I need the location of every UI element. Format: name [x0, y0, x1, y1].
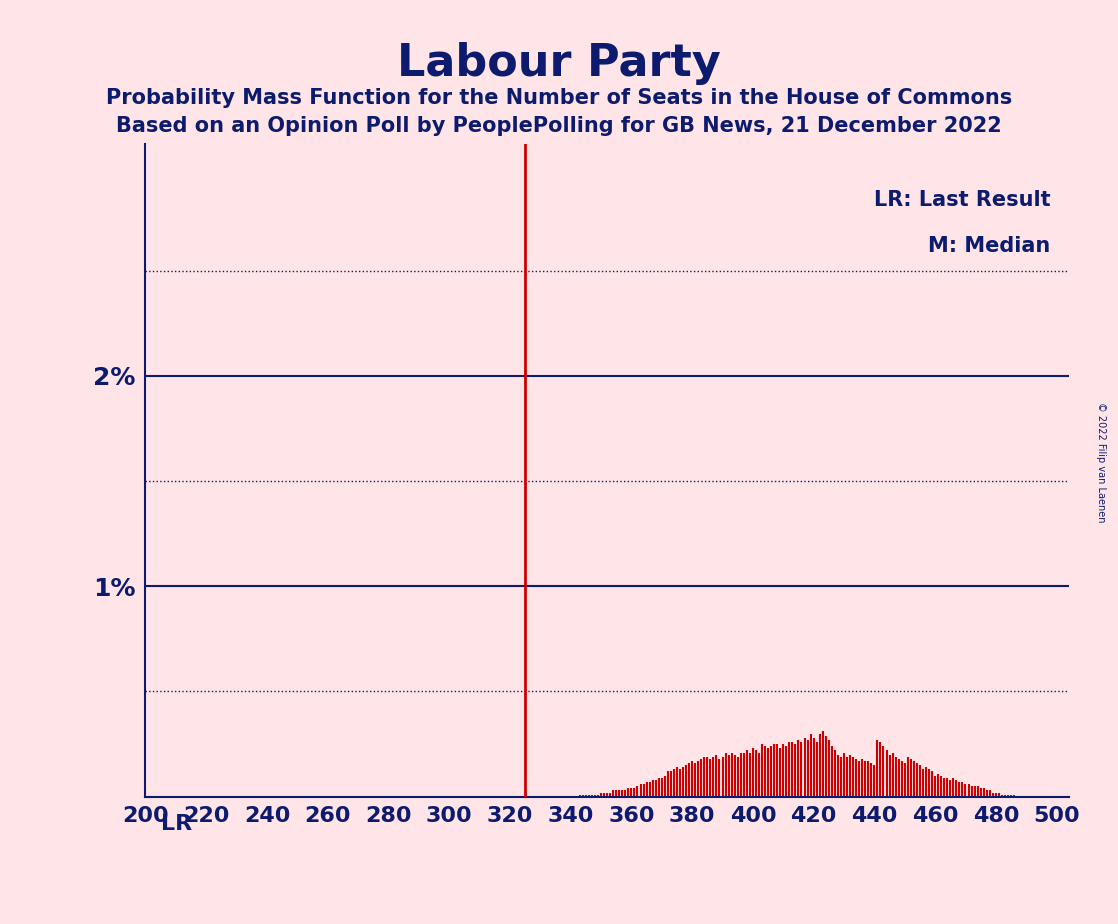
- Text: Based on an Opinion Poll by PeoplePolling for GB News, 21 December 2022: Based on an Opinion Poll by PeoplePollin…: [116, 116, 1002, 136]
- Text: LR: LR: [161, 813, 192, 833]
- Text: © 2022 Filip van Laenen: © 2022 Filip van Laenen: [1097, 402, 1106, 522]
- Text: Labour Party: Labour Party: [397, 42, 721, 85]
- Text: M: Median: M: Median: [928, 236, 1050, 256]
- Text: LR: Last Result: LR: Last Result: [873, 190, 1050, 210]
- Text: Probability Mass Function for the Number of Seats in the House of Commons: Probability Mass Function for the Number…: [106, 88, 1012, 108]
